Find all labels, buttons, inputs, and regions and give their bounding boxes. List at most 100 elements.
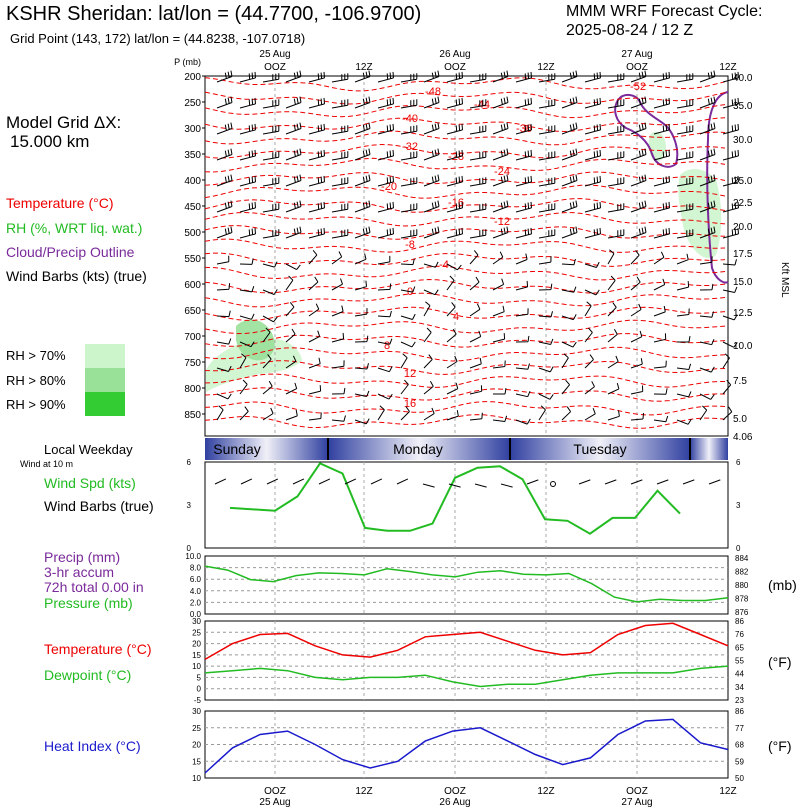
- wind-barb: [377, 255, 391, 265]
- wind-barb: [423, 289, 439, 296]
- wind-barb: [469, 412, 483, 421]
- rh70-area: [648, 131, 666, 162]
- wind-barb: [216, 338, 232, 345]
- series-line: [204, 718, 729, 774]
- temperature-contour-label: -32: [402, 141, 418, 153]
- wind-barb: [216, 148, 233, 161]
- temperature-contour-label: -24: [494, 166, 510, 178]
- wind-barb: [377, 71, 394, 83]
- wind-barb: [354, 418, 370, 425]
- wind-barb: [216, 310, 231, 318]
- wind-barb: [377, 175, 394, 187]
- wind-barb: [538, 311, 553, 318]
- wind-barb: [285, 302, 295, 317]
- wind-barb: [561, 258, 576, 266]
- wind-barb: [446, 410, 459, 421]
- wind-barb: [377, 310, 392, 318]
- wind-barb: [538, 229, 556, 239]
- wind-barb: [377, 123, 394, 135]
- wind-barb: [584, 381, 595, 395]
- wind-barb: [331, 229, 349, 239]
- wind-barb: [699, 148, 716, 161]
- right-tick-label: 86: [735, 707, 744, 716]
- wind-barb: [377, 405, 385, 421]
- weekday-segment: [205, 438, 328, 460]
- height-tick-label: 25.0: [733, 176, 753, 187]
- wind-barb: [446, 382, 459, 395]
- wind-barb: [630, 358, 643, 369]
- pressure-tick-label: 750: [184, 358, 201, 369]
- wind-barb: [630, 412, 644, 421]
- heat-fahrenheit-unit: (°F): [768, 738, 792, 754]
- wind-barb: [492, 226, 509, 239]
- surface-wind-barb: [318, 478, 331, 485]
- right-tick-label: 86: [735, 617, 744, 626]
- wind-barb: [676, 229, 694, 239]
- wind-barb: [676, 151, 694, 161]
- wind-barb: [423, 122, 440, 135]
- surface-wind-barb: [604, 479, 617, 485]
- wind-barb: [446, 97, 463, 109]
- right-tick-label: 6: [736, 458, 741, 467]
- wind-barb: [515, 123, 532, 135]
- wind-barb: [722, 123, 739, 135]
- wind-barb: [446, 175, 463, 187]
- temperature-contour-label: -8: [405, 239, 415, 251]
- wind-barb: [400, 229, 418, 239]
- wind-barb: [216, 226, 233, 239]
- wind-barb: [354, 308, 368, 317]
- wind-barb: [239, 313, 255, 320]
- wind-barb: [423, 407, 435, 421]
- wind-barb: [561, 70, 578, 83]
- wind-barb: [308, 123, 325, 135]
- wind-barb: [400, 151, 418, 161]
- wind-barb: [262, 177, 280, 187]
- wind-barb: [538, 283, 553, 291]
- wind-barb: [354, 122, 371, 135]
- wind-barb: [515, 201, 532, 213]
- wind-barb: [469, 203, 487, 213]
- surface-wind-barb: [630, 479, 643, 485]
- wind-barb: [400, 406, 410, 421]
- wind-barb: [492, 200, 509, 213]
- temperature-contour-label: -16: [448, 197, 464, 209]
- wind-barb: [262, 73, 280, 83]
- legend-rh80-label: RH > 80%: [6, 373, 66, 388]
- wind-barb: [630, 200, 647, 213]
- wind-barb: [630, 174, 647, 187]
- wind-barb: [607, 302, 617, 317]
- surface-wind-barb: [474, 483, 487, 488]
- left-tick-label: 0: [197, 685, 202, 694]
- wind-barb: [676, 73, 694, 83]
- wind-barb: [653, 415, 669, 423]
- wind-barb: [446, 149, 463, 161]
- wind-barb: [492, 415, 508, 422]
- pressure-tick-label: 450: [184, 202, 201, 213]
- wind-barb: [584, 123, 601, 135]
- wind-barb: [561, 174, 578, 187]
- wind-barb: [377, 227, 394, 239]
- wind-barb: [607, 229, 625, 239]
- wind-barb: [354, 148, 371, 161]
- calm-wind-marker: [550, 481, 556, 487]
- top-date-label: 26 Aug: [439, 49, 470, 60]
- wind-barb: [699, 70, 716, 83]
- height-tick-label: 10.0: [733, 341, 753, 352]
- pressure-unit: (mb): [768, 577, 797, 593]
- wind-barb: [331, 73, 349, 83]
- bottom-hour-label: 12Z: [355, 786, 372, 797]
- forecast-cycle-label: MMM WRF Forecast Cycle:: [566, 3, 763, 20]
- wind-barb: [584, 261, 600, 268]
- wind-barb: [538, 338, 554, 345]
- surface-wind-barb: [682, 479, 695, 485]
- wind-barb: [446, 275, 455, 291]
- wind-barb: [584, 175, 601, 187]
- surface-wind-barb: [266, 478, 279, 485]
- legend-cloud: Cloud/Precip Outline: [6, 244, 135, 260]
- left-tick-label: 25: [192, 628, 201, 637]
- wind-barb: [285, 122, 302, 135]
- wind-barb: [285, 328, 296, 343]
- wind-barb: [262, 315, 278, 323]
- wind-barb: [515, 335, 530, 343]
- right-tick-label: 76: [735, 630, 744, 639]
